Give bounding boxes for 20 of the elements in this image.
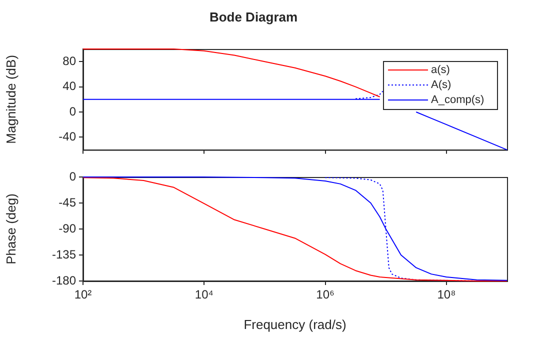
x-tick-label: 10²: [74, 288, 92, 302]
x-axis-title: Frequency (rad/s): [244, 316, 346, 332]
y-tick-label: -180: [52, 273, 76, 288]
chart-title: Bode Diagram: [209, 9, 298, 24]
legend-label: a(s): [431, 64, 450, 76]
y-tick-label: -40: [58, 130, 76, 144]
x-tick-label: 10⁶: [316, 288, 334, 302]
y-tick-label: -135: [52, 247, 76, 262]
y-tick-label: -90: [58, 221, 76, 236]
x-tick-label: 10⁸: [437, 288, 456, 302]
legend-label: A_comp(s): [431, 94, 484, 106]
y-axis-title: Phase (deg): [3, 194, 18, 264]
y-tick-label: 0: [69, 104, 76, 118]
x-tick-label: 10⁴: [194, 288, 214, 302]
y-tick-label: -45: [58, 195, 76, 210]
y-tick-label: 80: [62, 54, 76, 68]
y-axis-title: Magnitude (dB): [3, 54, 18, 144]
y-tick-label: 0: [69, 169, 76, 184]
legend-label: A(s): [431, 79, 452, 92]
y-tick-label: 40: [62, 79, 76, 94]
